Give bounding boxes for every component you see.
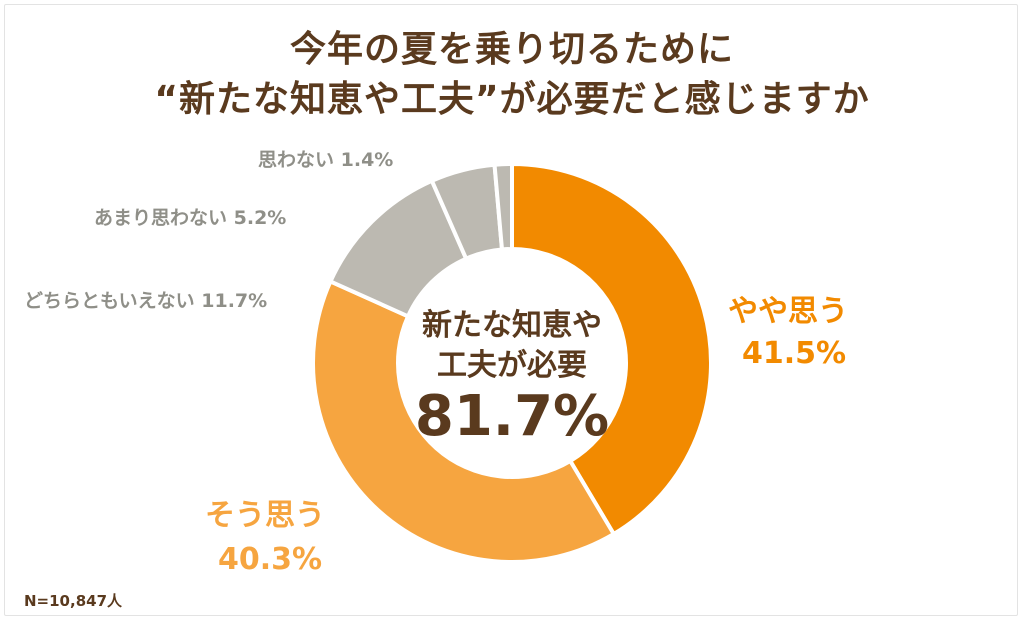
category-text: あまり思わない [94,207,228,229]
label-amari-omowanai: あまり思わない 5.2% [94,203,286,230]
center-value: 81.7% [414,384,610,449]
frame [4,4,1018,616]
sample-size: N=10,847人 [24,592,123,610]
chart-title-line1: 今年の夏を乗り切るために [289,29,734,70]
chart-title-line2: “新たな知恵や工夫”が必要だと感じますか [154,79,870,120]
label-yaya-omou: やや思う [728,294,848,329]
value-text: 1.4% [340,149,394,171]
category-text: どちらともいえない [24,290,195,312]
value-sou-omou: 40.3% [218,542,323,577]
center-label-line2: 工夫が必要 [437,348,587,383]
value-yaya-omou: 41.5% [742,336,847,371]
value-text: 5.2% [233,207,287,229]
label-sou-omou: そう思う [205,498,325,533]
category-text: 思わない [258,149,335,171]
donut-slice-1 [510,161,713,537]
donut-slice-2 [311,278,617,564]
label-omowanai: 思わない 1.4% [258,145,393,172]
value-text: 11.7% [201,290,268,312]
center-label-line1: 新たな知恵や [422,308,602,343]
donut-slice-5 [492,161,514,252]
label-dochiratomo: どちらともいえない 11.7% [24,286,267,313]
